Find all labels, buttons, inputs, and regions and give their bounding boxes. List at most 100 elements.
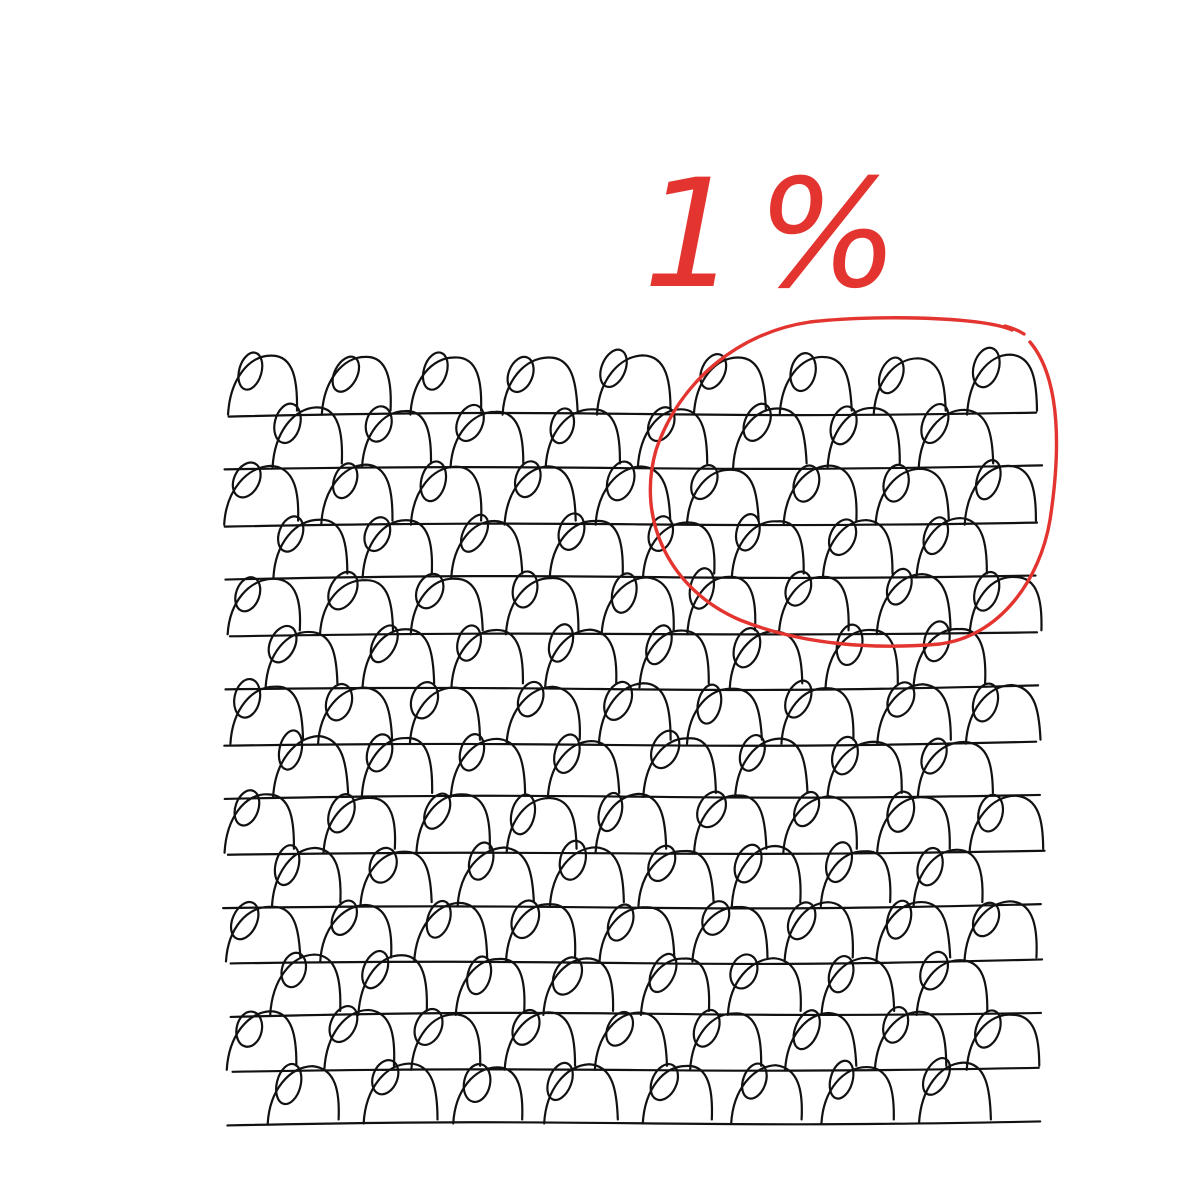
person-icon bbox=[777, 570, 850, 636]
person-body bbox=[730, 844, 802, 908]
person-head bbox=[280, 951, 308, 989]
person-body bbox=[501, 356, 579, 416]
person-icon bbox=[505, 793, 578, 854]
person-icon bbox=[734, 734, 809, 799]
percent-label: 1% bbox=[643, 148, 917, 322]
person-head bbox=[328, 1004, 359, 1044]
person-head bbox=[549, 407, 576, 445]
person-head bbox=[792, 1009, 821, 1051]
person-body bbox=[450, 628, 525, 689]
person-head bbox=[423, 792, 452, 830]
person-icon bbox=[361, 516, 434, 579]
crowd-row bbox=[226, 346, 1039, 418]
person-icon bbox=[636, 406, 709, 469]
person-head bbox=[742, 402, 772, 442]
bench-line bbox=[226, 1120, 1042, 1127]
person-icon bbox=[319, 899, 393, 963]
person-head bbox=[459, 513, 490, 553]
person-head bbox=[886, 681, 916, 718]
person-icon bbox=[593, 1010, 669, 1071]
person-icon bbox=[691, 900, 769, 963]
crowd-of-people bbox=[222, 346, 1046, 1127]
person-body bbox=[691, 905, 769, 963]
person-icon bbox=[965, 346, 1039, 416]
person-body bbox=[915, 516, 988, 579]
person-body bbox=[408, 686, 482, 745]
person-body bbox=[968, 575, 1043, 636]
person-body bbox=[544, 628, 618, 689]
bench-line bbox=[223, 740, 1038, 747]
person-head bbox=[458, 733, 486, 772]
person-icon bbox=[320, 462, 394, 526]
person-body bbox=[361, 519, 434, 579]
person-icon bbox=[544, 623, 618, 689]
person-body bbox=[641, 521, 716, 579]
person-icon bbox=[915, 516, 988, 579]
person-body bbox=[730, 1064, 803, 1125]
person-icon bbox=[692, 353, 768, 416]
person-head bbox=[511, 570, 539, 609]
person-head bbox=[275, 1062, 303, 1106]
person-icon bbox=[272, 515, 349, 579]
person-body bbox=[783, 901, 855, 963]
person-head bbox=[649, 1063, 680, 1102]
person-head bbox=[829, 405, 858, 446]
person-body bbox=[963, 900, 1038, 963]
person-body bbox=[548, 846, 625, 908]
person-icon bbox=[270, 844, 342, 908]
person-body bbox=[597, 682, 672, 745]
person-body bbox=[323, 1008, 396, 1071]
person-icon bbox=[874, 463, 950, 526]
person-body bbox=[875, 573, 952, 636]
person-body bbox=[454, 957, 526, 1017]
person-icon bbox=[271, 402, 344, 469]
person-icon bbox=[597, 680, 672, 745]
person-icon bbox=[730, 1062, 803, 1125]
person-icon bbox=[964, 682, 1042, 745]
person-body bbox=[777, 575, 850, 636]
person-body bbox=[875, 900, 952, 963]
person-body bbox=[229, 685, 305, 745]
person-head bbox=[921, 1057, 952, 1096]
person-body bbox=[821, 518, 894, 579]
person-head bbox=[828, 1059, 855, 1100]
person-body bbox=[784, 1011, 858, 1071]
person-icon bbox=[598, 903, 676, 963]
person-icon bbox=[505, 680, 582, 745]
person-icon bbox=[917, 1057, 992, 1125]
person-body bbox=[685, 687, 764, 745]
person-head bbox=[277, 515, 305, 553]
person-head bbox=[414, 572, 445, 610]
person-icon bbox=[359, 846, 433, 908]
person-body bbox=[963, 464, 1038, 526]
person-icon bbox=[965, 1009, 1041, 1071]
person-body bbox=[413, 901, 489, 963]
person-icon bbox=[642, 729, 717, 799]
person-icon bbox=[504, 899, 577, 963]
person-icon bbox=[361, 624, 436, 689]
person-icon bbox=[783, 901, 855, 963]
person-head bbox=[237, 351, 264, 391]
person-head bbox=[610, 572, 638, 614]
person-head bbox=[371, 1059, 400, 1096]
person-head bbox=[603, 680, 634, 721]
person-icon bbox=[409, 460, 483, 526]
person-icon bbox=[323, 1004, 396, 1071]
person-icon bbox=[409, 351, 483, 416]
person-icon bbox=[730, 513, 805, 579]
person-head bbox=[729, 953, 759, 990]
person-head bbox=[882, 1005, 910, 1044]
person-body bbox=[546, 739, 621, 799]
person-body bbox=[360, 409, 433, 469]
person-body bbox=[636, 408, 709, 469]
person-icon bbox=[968, 570, 1043, 636]
bench-line bbox=[226, 849, 1046, 856]
person-body bbox=[594, 792, 668, 854]
bench-line bbox=[228, 631, 1039, 638]
crowd-row bbox=[223, 729, 1041, 801]
person-head bbox=[229, 900, 260, 941]
person-body bbox=[912, 848, 984, 908]
crowd-row bbox=[223, 789, 1046, 856]
person-body bbox=[874, 467, 950, 526]
